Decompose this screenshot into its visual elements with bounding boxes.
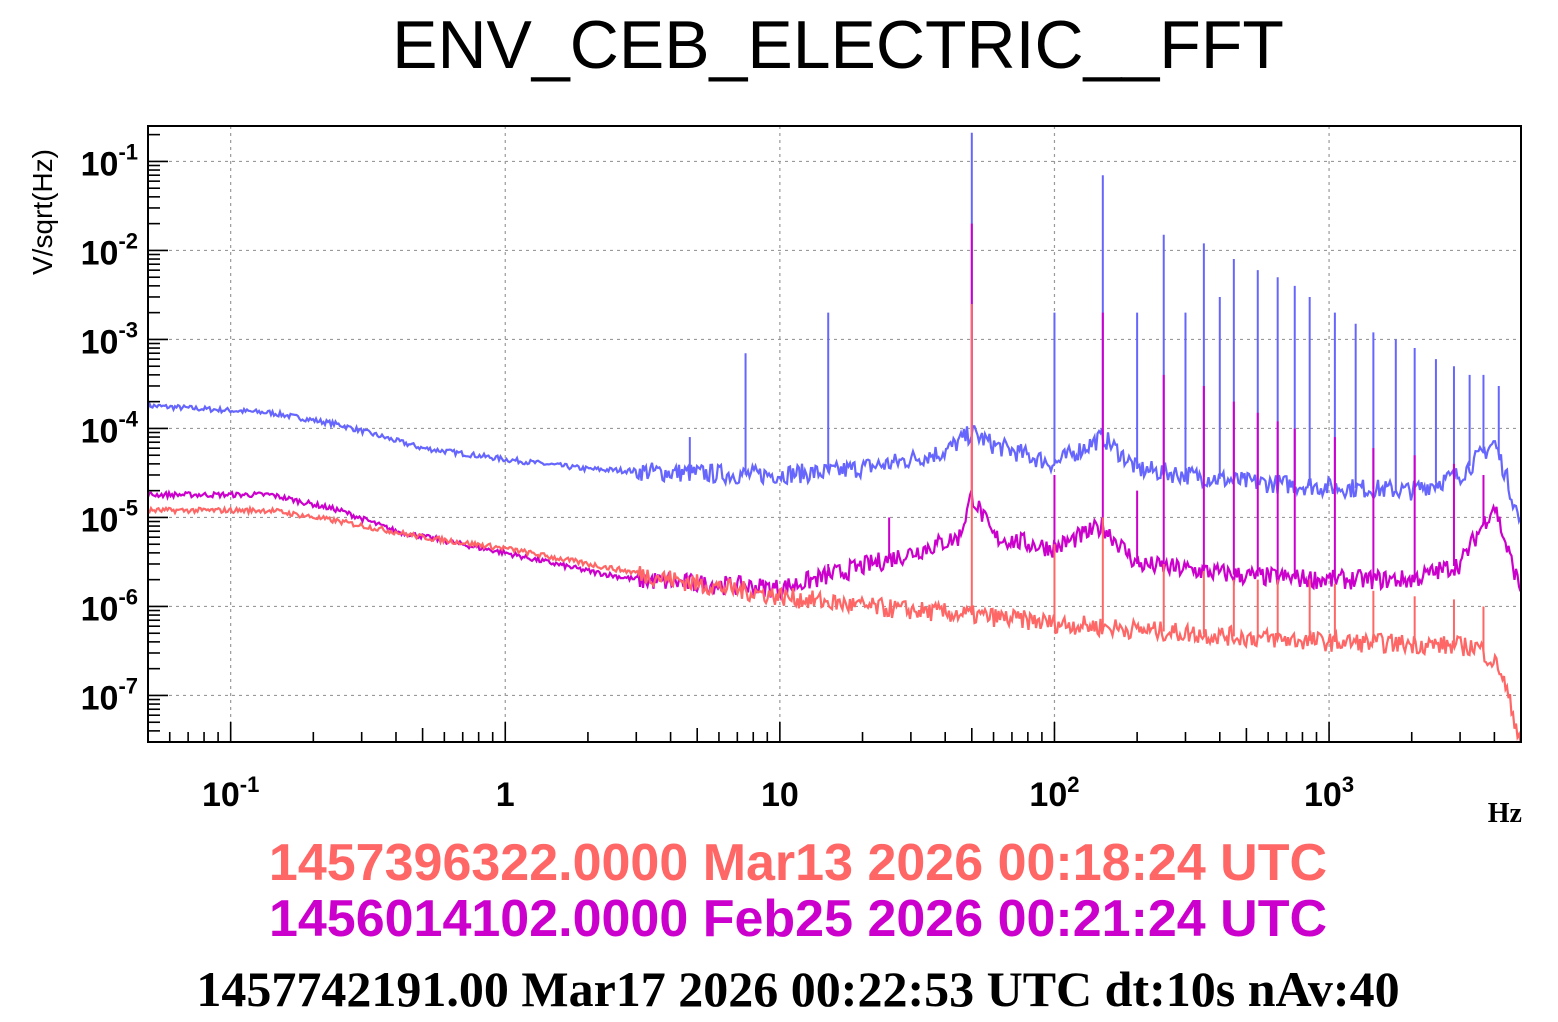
plot-frame — [147, 125, 1522, 743]
grid — [148, 126, 1521, 742]
y-tick-label: 10-5 — [81, 495, 138, 539]
y-tick-label: 10-4 — [81, 406, 139, 450]
axes: 10-1 1 10 102 103 10-1 10-2 10-3 10-4 10-5 10-6 10-… — [81, 125, 1522, 814]
x-tick-label: 103 — [1304, 772, 1354, 814]
series-1 — [146, 223, 1522, 602]
series-line — [146, 400, 1522, 525]
series-0 — [146, 132, 1522, 525]
series-line — [147, 504, 1522, 743]
y-tick-label: 10-1 — [81, 139, 138, 183]
series-2 — [147, 304, 1522, 743]
y-tick-label: 10-7 — [81, 673, 138, 717]
plot-area — [146, 132, 1522, 743]
y-tick-label: 10-6 — [81, 584, 138, 628]
x-tick-label: 10 — [761, 776, 799, 814]
footer-timestamp: 1457742191.00 Mar17 2026 00:22:53 UTC dt… — [196, 961, 1399, 1017]
chart-title: ENV_CEB_ELECTRIC__FFT — [392, 7, 1284, 83]
x-tick-label: 102 — [1029, 772, 1079, 814]
x-tick-label: 1 — [496, 776, 515, 814]
y-tick-label: 10-3 — [81, 317, 138, 361]
x-axis-label: Hz — [1488, 798, 1522, 829]
legend-entry-mar13: 1457396322.0000 Mar13 2026 00:18:24 UTC — [269, 834, 1327, 892]
x-tick-label: 10-1 — [202, 772, 259, 814]
legend-entry-feb25: 1456014102.0000 Feb25 2026 00:21:24 UTC — [269, 890, 1327, 948]
y-axis-label: V/sqrt(Hz) — [27, 149, 58, 275]
y-tick-label: 10-2 — [81, 228, 138, 272]
series-line — [146, 489, 1522, 602]
